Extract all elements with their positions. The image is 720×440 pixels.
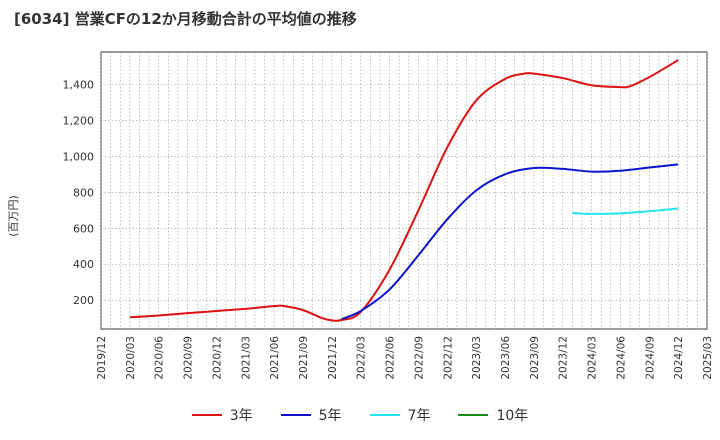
series-lines [129, 59, 679, 322]
y-tick-label: 600 [73, 222, 94, 235]
legend-label: 7年 [407, 408, 431, 424]
legend-item: 3年 [191, 405, 253, 425]
legend-swatch [280, 414, 311, 416]
x-tick-label: 2024/03 [587, 336, 599, 380]
legend-label: 3年 [229, 408, 253, 424]
x-tick-label: 2023/03 [471, 336, 483, 380]
plot-area [100, 51, 708, 330]
x-tick-label: 2020/12 [211, 336, 223, 380]
x-tick-label: 2022/06 [385, 336, 397, 380]
x-tick-label: 2022/03 [356, 336, 368, 380]
chart-title: [6034] 営業CFの12か月移動合計の平均値の推移 [14, 10, 357, 28]
x-tick-label: 2021/06 [269, 336, 281, 380]
line-chart: 200 400 600 800 1,000 1,200 1,400 2019/12 2020/… [63, 51, 714, 380]
legend: 3年 5年 7年 10年 [0, 400, 720, 430]
y-tick-label: 1,000 [63, 150, 95, 163]
grid-lines [100, 52, 708, 329]
y-tick-label: 800 [73, 186, 94, 199]
y-tick-label: 1,400 [63, 78, 95, 91]
x-tick-label: 2024/12 [673, 336, 685, 380]
legend-item: 10年 [458, 405, 528, 425]
x-tick-label: 2020/06 [154, 336, 166, 380]
x-tick-label: 2020/03 [125, 336, 137, 380]
x-tick-label: 2023/12 [558, 336, 570, 380]
y-tick-label: 200 [73, 294, 94, 307]
series-line-2 [341, 163, 679, 321]
x-tick-label: 2021/12 [327, 336, 339, 380]
x-tick-label: 2025/03 [702, 336, 714, 380]
legend-swatch [369, 414, 400, 416]
legend-swatch [191, 414, 222, 416]
legend-item: 7年 [369, 405, 431, 425]
legend-swatch [458, 414, 489, 416]
x-tick-label: 2024/09 [644, 336, 656, 380]
legend-item: 5年 [280, 405, 342, 425]
x-tick-label: 2024/06 [615, 336, 627, 380]
y-tick-label: 400 [73, 258, 94, 271]
x-tick-label: 2023/09 [529, 336, 541, 380]
x-tick-label: 2019/12 [96, 336, 108, 380]
x-tick-label: 2021/03 [240, 336, 252, 380]
series-line-1 [129, 59, 679, 322]
y-tick-label: 1,200 [63, 114, 95, 127]
x-tick-label: 2022/09 [413, 336, 425, 380]
series-line-3 [572, 207, 679, 215]
legend-label: 10年 [496, 408, 529, 424]
x-tick-label: 2023/06 [500, 336, 512, 380]
y-tick-labels: 200 400 600 800 1,000 1,200 1,400 [63, 78, 95, 307]
legend-label: 5年 [318, 408, 342, 424]
x-tick-label: 2021/09 [298, 336, 310, 380]
x-tick-label: 2020/09 [183, 336, 195, 380]
x-tick-label: 2022/12 [442, 336, 454, 380]
x-tick-labels: 2019/12 2020/03 2020/06 2020/09 2020/12 2021/… [96, 336, 714, 380]
